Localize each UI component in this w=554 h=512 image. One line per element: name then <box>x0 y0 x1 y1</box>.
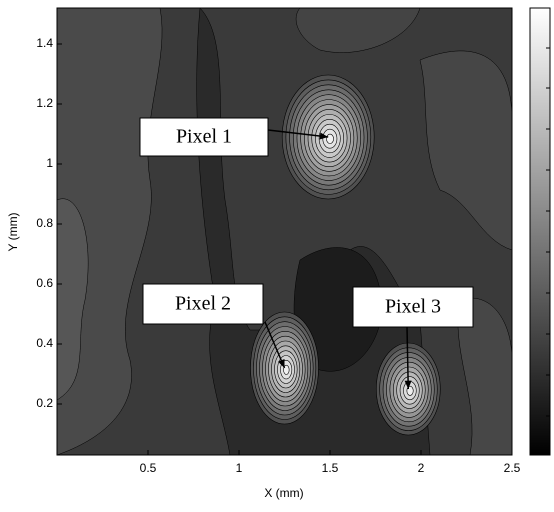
plot-frame <box>56 7 513 456</box>
annotation-arrow <box>267 129 329 138</box>
arrow-head <box>404 380 412 389</box>
annotation-box <box>142 283 264 325</box>
colorbar <box>529 7 551 456</box>
y-tick-label: 0.4 <box>36 336 53 350</box>
annotation-label: Pixel 3 <box>385 296 441 318</box>
y-tick-label: 1.4 <box>36 36 53 50</box>
y-tick-label: 0.2 <box>36 396 53 410</box>
annotation-arrow <box>264 321 286 369</box>
y-tick-label: 1.2 <box>36 96 53 110</box>
peak <box>281 74 375 200</box>
peak <box>375 342 441 436</box>
peaks <box>250 74 441 436</box>
y-tick-label: 0.8 <box>36 216 53 230</box>
x-tick-label: 2 <box>418 461 425 475</box>
x-tick-label: 1 <box>236 461 243 475</box>
annotation-arrow <box>406 326 410 390</box>
y-axis-label: Y (mm) <box>6 212 20 251</box>
colorbar-ticks <box>546 47 550 417</box>
y-tick-label: 0.6 <box>36 276 53 290</box>
y-tick-label: 1 <box>46 156 53 170</box>
x-tick-label: 0.5 <box>140 461 157 475</box>
x-tick-label: 1.5 <box>322 461 339 475</box>
annotation-label: Pixel 2 <box>175 293 231 315</box>
annotation-box <box>352 286 474 328</box>
arrow-head <box>319 132 329 140</box>
peak <box>250 311 319 425</box>
x-tick-label: 2.5 <box>504 461 521 475</box>
annotation-box <box>139 117 269 157</box>
arrow-head <box>278 359 285 368</box>
annotation-label: Pixel 1 <box>176 126 232 148</box>
x-axis-label: X (mm) <box>264 486 303 500</box>
contour-ring <box>326 133 334 144</box>
